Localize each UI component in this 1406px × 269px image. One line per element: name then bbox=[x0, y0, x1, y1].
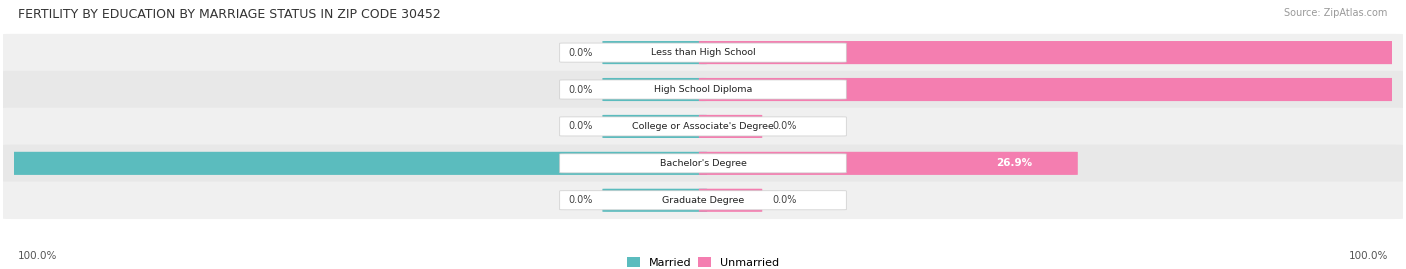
FancyBboxPatch shape bbox=[699, 41, 1406, 64]
Text: High School Diploma: High School Diploma bbox=[654, 85, 752, 94]
FancyBboxPatch shape bbox=[602, 189, 707, 212]
Text: Bachelor's Degree: Bachelor's Degree bbox=[659, 159, 747, 168]
Text: Graduate Degree: Graduate Degree bbox=[662, 196, 744, 205]
FancyBboxPatch shape bbox=[0, 152, 707, 175]
Text: 26.9%: 26.9% bbox=[997, 158, 1032, 168]
FancyBboxPatch shape bbox=[699, 189, 762, 212]
Text: 0.0%: 0.0% bbox=[568, 195, 593, 205]
FancyBboxPatch shape bbox=[560, 117, 846, 136]
FancyBboxPatch shape bbox=[602, 41, 707, 64]
FancyBboxPatch shape bbox=[560, 80, 846, 99]
Text: 0.0%: 0.0% bbox=[772, 121, 796, 132]
Text: Less than High School: Less than High School bbox=[651, 48, 755, 57]
FancyBboxPatch shape bbox=[602, 115, 707, 138]
FancyBboxPatch shape bbox=[3, 182, 1403, 219]
Text: 100.0%: 100.0% bbox=[1348, 251, 1388, 261]
Text: Source: ZipAtlas.com: Source: ZipAtlas.com bbox=[1284, 8, 1388, 18]
FancyBboxPatch shape bbox=[560, 43, 846, 62]
FancyBboxPatch shape bbox=[560, 191, 846, 210]
Text: 0.0%: 0.0% bbox=[772, 195, 796, 205]
FancyBboxPatch shape bbox=[699, 152, 1078, 175]
FancyBboxPatch shape bbox=[3, 145, 1403, 182]
FancyBboxPatch shape bbox=[699, 115, 762, 138]
Text: 100.0%: 100.0% bbox=[18, 251, 58, 261]
FancyBboxPatch shape bbox=[3, 34, 1403, 71]
FancyBboxPatch shape bbox=[3, 108, 1403, 145]
FancyBboxPatch shape bbox=[560, 154, 846, 173]
Text: FERTILITY BY EDUCATION BY MARRIAGE STATUS IN ZIP CODE 30452: FERTILITY BY EDUCATION BY MARRIAGE STATU… bbox=[18, 8, 441, 21]
FancyBboxPatch shape bbox=[699, 78, 1406, 101]
Legend: Married, Unmarried: Married, Unmarried bbox=[627, 257, 779, 268]
Text: 0.0%: 0.0% bbox=[568, 48, 593, 58]
FancyBboxPatch shape bbox=[3, 71, 1403, 108]
Text: College or Associate's Degree: College or Associate's Degree bbox=[633, 122, 773, 131]
FancyBboxPatch shape bbox=[602, 78, 707, 101]
Text: 0.0%: 0.0% bbox=[568, 121, 593, 132]
Text: 0.0%: 0.0% bbox=[568, 84, 593, 94]
